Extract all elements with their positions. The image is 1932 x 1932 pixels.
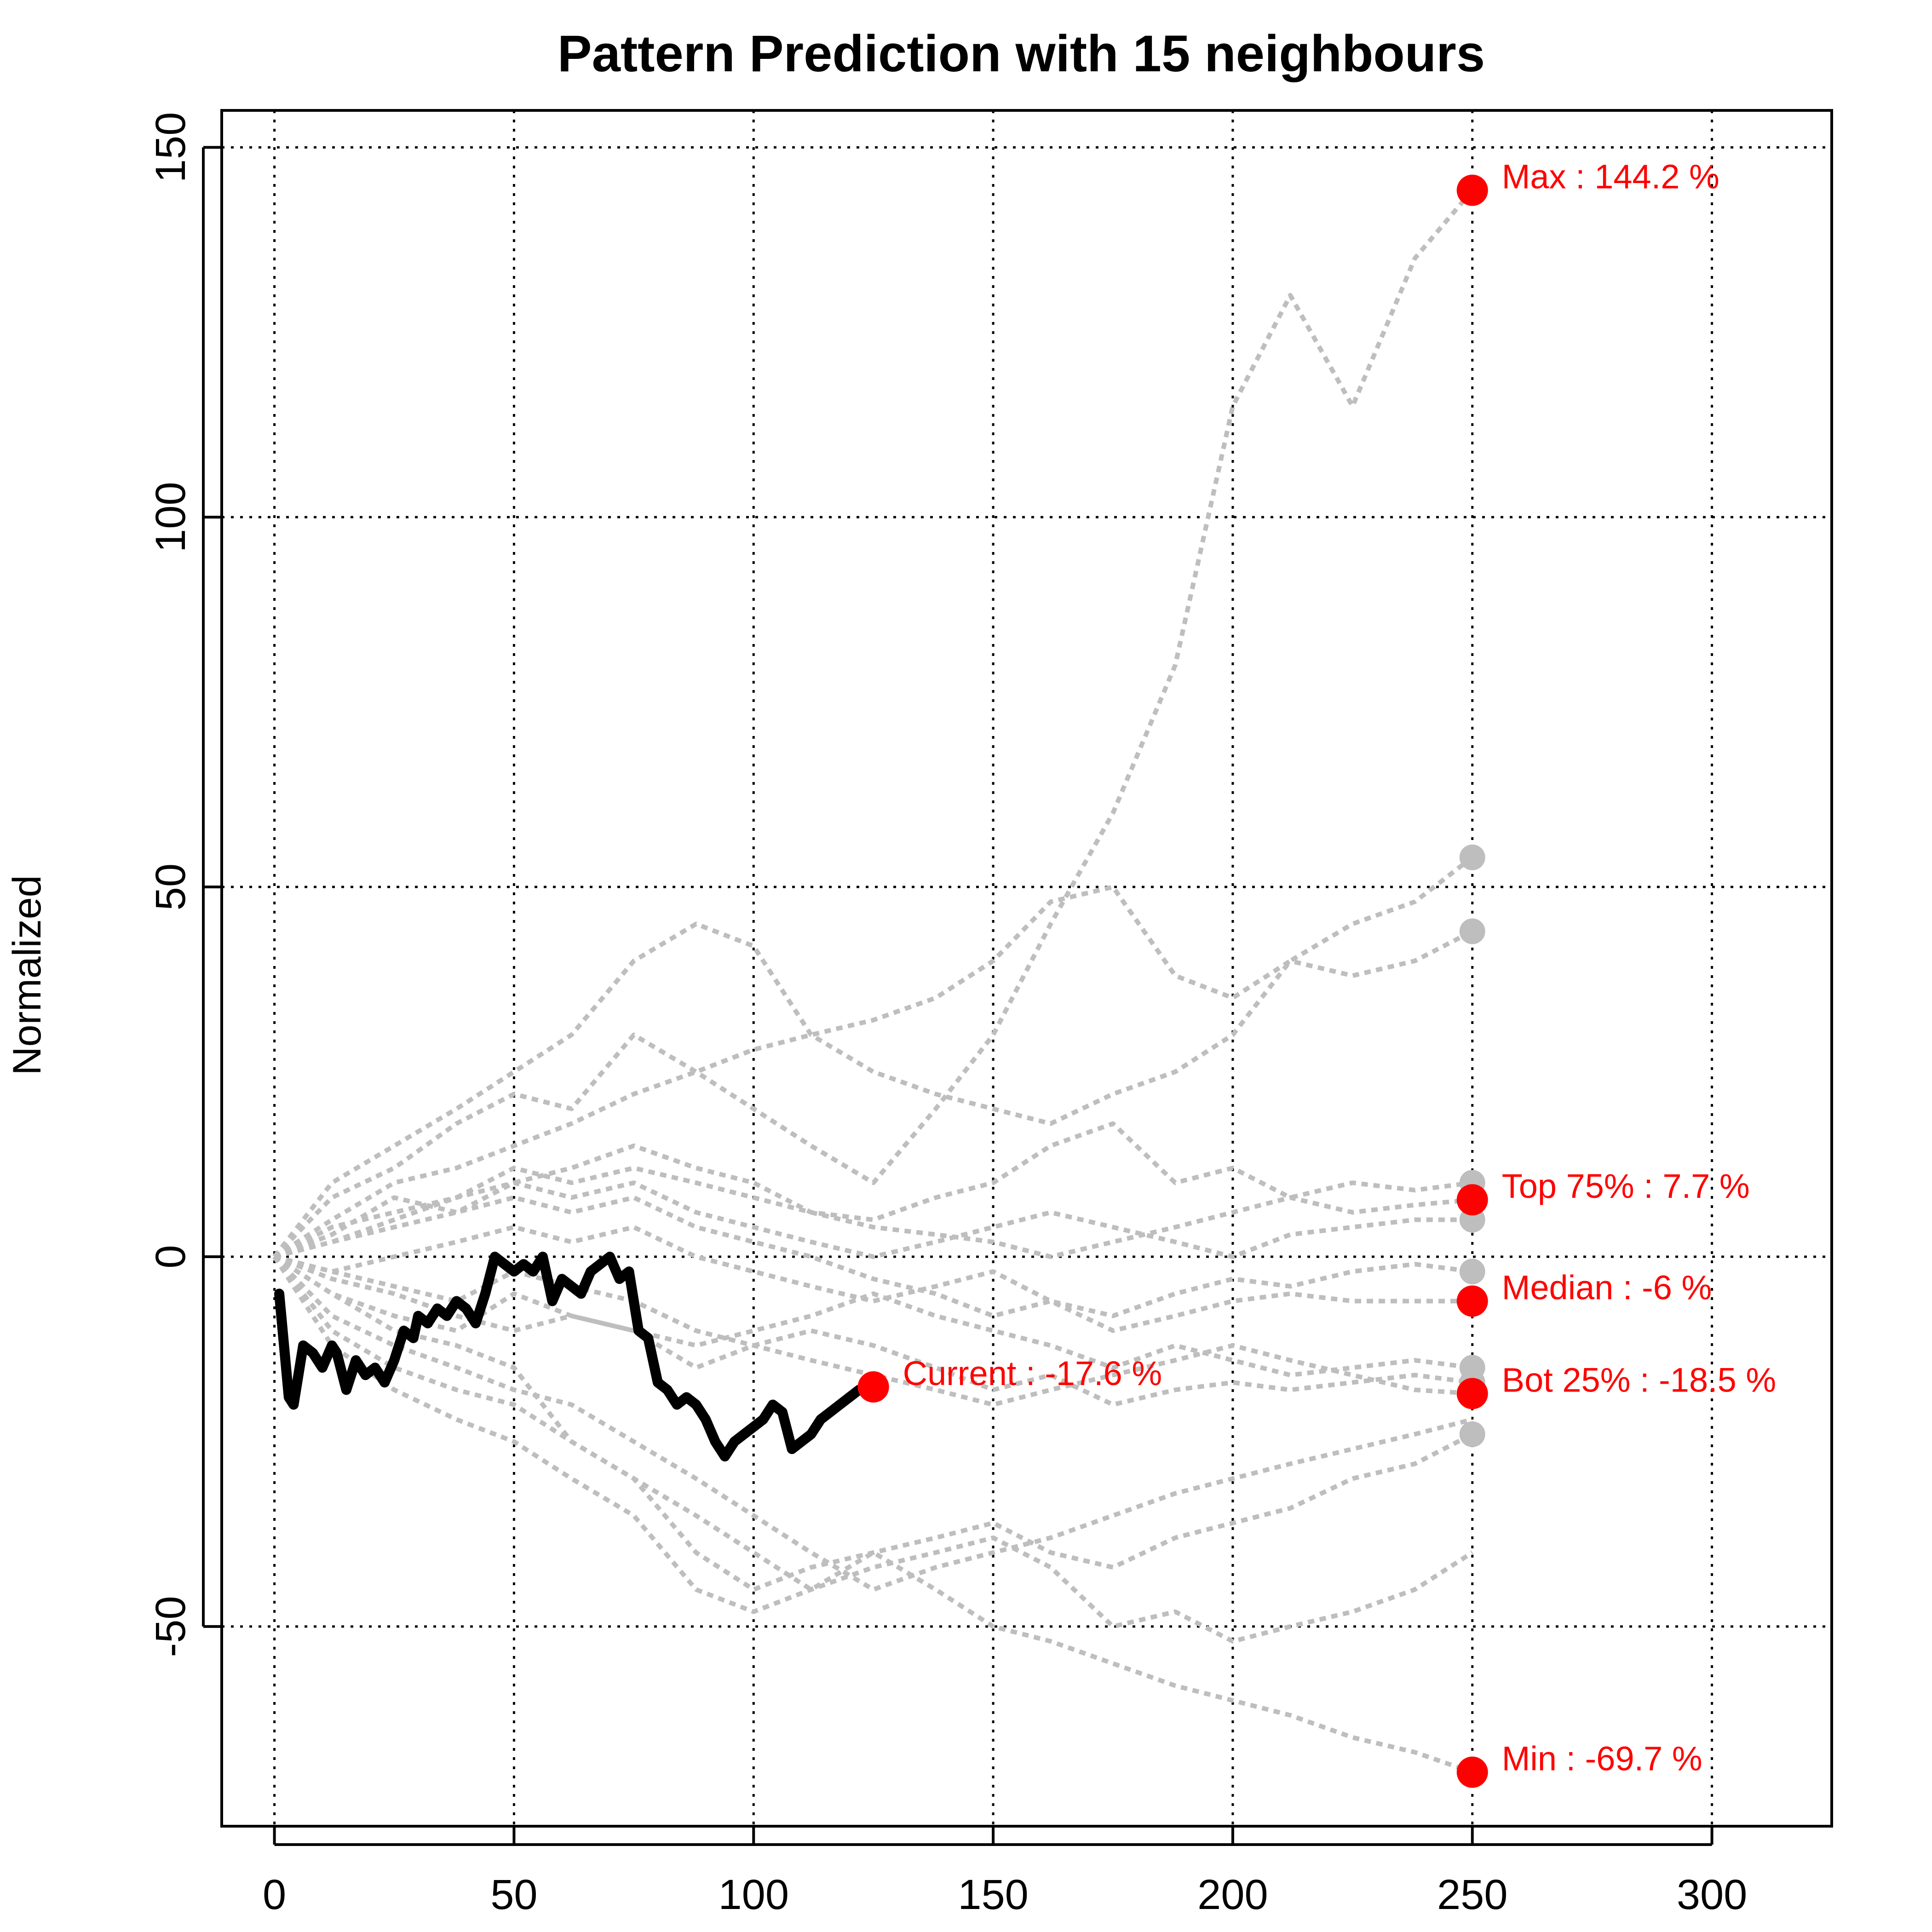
annotation-label-5: Min : -69.7 % [1502,1740,1702,1778]
neighbour-series-5 [274,1166,1473,1259]
y-tick-label-150: 150 [147,112,194,183]
chart-title: Pattern Prediction with 15 neighbours [558,25,1485,82]
x-tick-label-300: 300 [1677,1871,1748,1918]
x-tick-label-200: 200 [1197,1871,1268,1918]
current-series-line [274,1252,879,1462]
neighbour-series-4 [273,1121,1473,1259]
y-tick-label--50: -50 [147,1596,194,1657]
neighbour-series-6 [273,1180,1472,1259]
neighbour-series-3 [273,885,1474,1259]
annotation-marker-6 [857,1371,889,1403]
neighbour-series-13 [272,1255,1474,1592]
plot-frame [220,109,1833,1828]
annotation-labels-group: Max : 144.2 % Top 75% : 7.7 % Median : -6 … [857,158,1776,1788]
grey-end-marker-1 [1459,844,1485,870]
neighbour-series-9 [273,1254,1473,1378]
annotation-marker-4 [1456,1378,1488,1409]
x-axis: 0 50 100 150 200 250 300 [263,1826,1747,1918]
grey-end-marker-8 [1459,1421,1485,1447]
y-axis: -50 0 50 100 150 [147,112,222,1657]
x-tick-label-250: 250 [1437,1871,1508,1918]
annotation-label-2: Top 75% : 7.7 % [1502,1167,1750,1205]
grey-end-marker-2 [1459,918,1485,944]
x-tick-label-150: 150 [958,1871,1029,1918]
x-tick-label-50: 50 [490,1871,537,1918]
neighbour-series-1 [272,189,1474,1259]
grey-end-marker-5 [1459,1259,1485,1285]
neighbour-series-2 [272,855,1474,1259]
current-series-group [274,1252,879,1462]
y-axis-label: Normalized [5,875,49,1075]
annotation-label-3: Median : -6 % [1502,1268,1712,1306]
neighbour-series-7 [274,1225,1473,1318]
x-tick-label-0: 0 [263,1871,286,1918]
annotation-marker-1 [1456,174,1488,206]
annotation-marker-2 [1456,1184,1488,1216]
annotation-label-4: Bot 25% : -18.5 % [1502,1361,1776,1399]
annotation-marker-3 [1456,1285,1488,1317]
x-tick-label-100: 100 [719,1871,789,1918]
y-tick-label-100: 100 [147,482,194,553]
neighbour-series-8 [274,1195,1472,1333]
y-tick-label-0: 0 [147,1245,194,1268]
annotation-label-6: Current : -17.6 % [903,1354,1162,1392]
annotation-label-1: Max : 144.2 % [1502,158,1719,196]
annotation-marker-5 [1456,1756,1488,1788]
y-tick-label-50: 50 [147,863,194,910]
